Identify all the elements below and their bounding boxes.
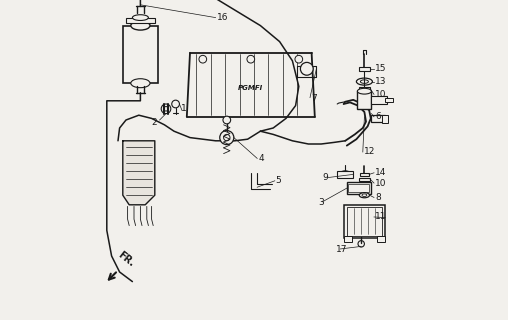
Text: 8: 8 [375, 193, 380, 202]
Bar [377, 236, 385, 242]
Ellipse shape [340, 171, 351, 178]
Circle shape [224, 134, 230, 141]
Bar [348, 184, 369, 192]
Polygon shape [123, 141, 155, 205]
Text: 2: 2 [151, 118, 157, 127]
Text: 15: 15 [375, 64, 387, 73]
Bar [123, 26, 158, 83]
Circle shape [223, 116, 231, 124]
Text: 14: 14 [375, 168, 387, 177]
Text: 10: 10 [375, 90, 387, 99]
Bar [359, 87, 370, 90]
Ellipse shape [357, 78, 372, 85]
Text: 16: 16 [217, 13, 229, 22]
Bar [357, 91, 371, 109]
Bar [359, 67, 370, 71]
Text: 12: 12 [364, 148, 375, 156]
Circle shape [161, 104, 171, 114]
Bar [347, 207, 382, 236]
Text: 6: 6 [375, 112, 380, 121]
Text: 10: 10 [375, 179, 387, 188]
Bar [359, 178, 370, 181]
Bar [371, 115, 385, 122]
Bar [347, 182, 371, 194]
Text: 4: 4 [258, 154, 264, 163]
Ellipse shape [133, 15, 148, 20]
Circle shape [295, 55, 303, 63]
Circle shape [300, 62, 313, 75]
Bar [382, 115, 389, 123]
Text: 3: 3 [318, 198, 324, 207]
Ellipse shape [131, 21, 150, 30]
Bar [360, 173, 369, 176]
Ellipse shape [360, 80, 368, 83]
Ellipse shape [359, 193, 369, 198]
Text: FR.: FR. [116, 250, 136, 269]
Bar [343, 236, 352, 242]
Text: 13: 13 [375, 77, 387, 86]
Bar [385, 98, 393, 102]
Text: PGMFI: PGMFI [238, 85, 264, 91]
Circle shape [220, 131, 234, 145]
Circle shape [199, 55, 207, 63]
Circle shape [358, 241, 364, 247]
Text: 11: 11 [375, 212, 387, 221]
Text: 5: 5 [276, 176, 281, 185]
Ellipse shape [362, 194, 367, 196]
Text: 17: 17 [336, 245, 347, 254]
Circle shape [164, 107, 168, 111]
Text: 9: 9 [323, 173, 329, 182]
Bar [371, 96, 388, 104]
Bar [126, 18, 155, 23]
Circle shape [172, 100, 179, 108]
Text: 1: 1 [181, 104, 187, 113]
Text: 7: 7 [311, 94, 316, 103]
Ellipse shape [131, 79, 150, 88]
Circle shape [247, 55, 255, 63]
Ellipse shape [357, 88, 371, 94]
Bar [343, 205, 385, 238]
Bar [337, 171, 353, 178]
